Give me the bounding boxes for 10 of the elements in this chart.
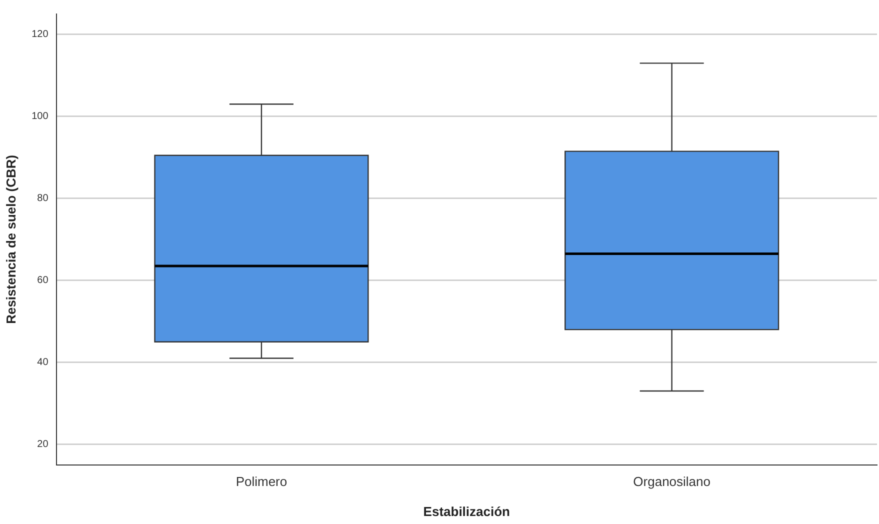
y-tick-label: 60 bbox=[37, 275, 49, 286]
y-tick-label: 80 bbox=[37, 193, 49, 204]
x-tick-label: Organosilano bbox=[633, 474, 710, 490]
y-tick-label: 40 bbox=[37, 357, 49, 368]
y-axis-title: Resistencia de suelo (CBR) bbox=[3, 154, 18, 324]
y-tick-label: 20 bbox=[37, 439, 49, 450]
y-tick-label: 100 bbox=[32, 111, 49, 122]
y-tick-label: 120 bbox=[32, 29, 49, 40]
x-tick-label: Polimero bbox=[236, 474, 288, 490]
x-axis-title: Estabilización bbox=[423, 504, 510, 519]
